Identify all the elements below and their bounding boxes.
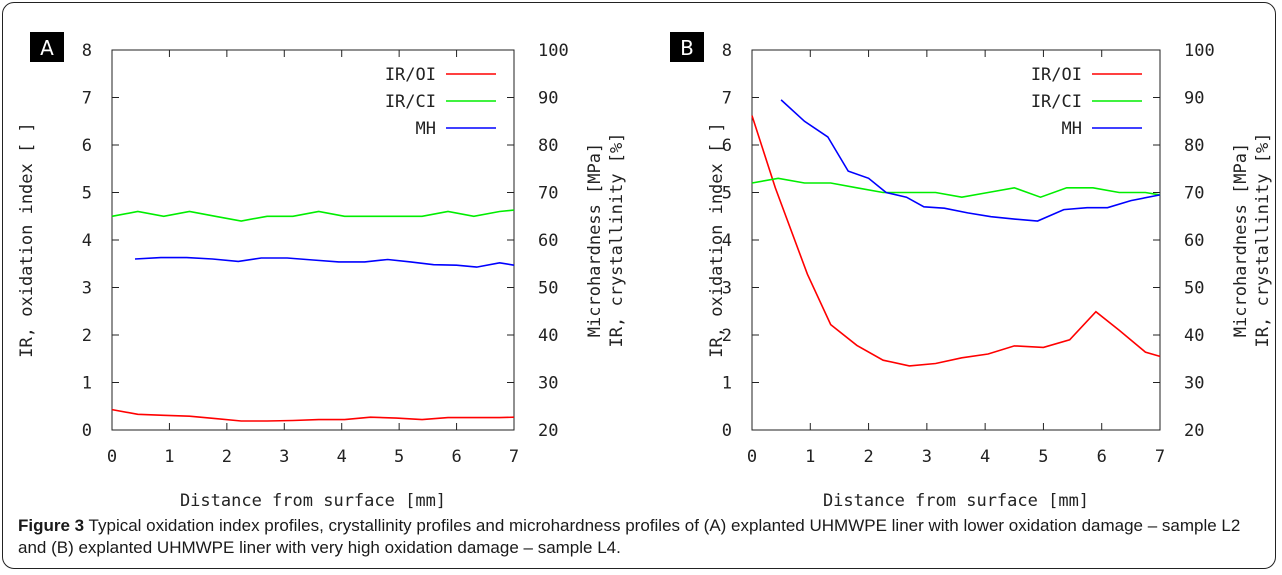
- x-tick-label: 3: [279, 447, 289, 467]
- y-tick-label: 2: [722, 326, 732, 346]
- series-line-ir-oi: [111, 408, 515, 422]
- series-line-ir-ci: [111, 209, 515, 222]
- x-tick-label: 1: [164, 447, 174, 467]
- series-line-mh: [134, 256, 515, 268]
- y2-tick-label: 80: [538, 136, 558, 156]
- x-tick-label: 3: [922, 447, 932, 467]
- legend-label: IR/OI: [1031, 65, 1082, 85]
- caption-text: Typical oxidation index profiles, crysta…: [18, 516, 1241, 557]
- y2-tick-label: 20: [538, 421, 558, 441]
- y2-tick-label: 60: [1184, 231, 1204, 251]
- x-tick-label: 0: [107, 447, 117, 467]
- x-tick-label: 7: [1155, 447, 1165, 467]
- chart-panel-a: A0 1 2 3 4 5 6 70123456782030405060708090100Dis…: [17, 32, 627, 511]
- y2-tick-label: 100: [538, 41, 569, 61]
- legend-label: MH: [1062, 119, 1082, 139]
- chart-panel-b: B0 1 2 3 4 5 6 70123456782030405060708090100Dis…: [670, 32, 1273, 511]
- y2-tick-label: 30: [538, 374, 558, 394]
- x-axis-label: Distance from surface [mm]: [823, 491, 1089, 511]
- y-axis-label: IR, oxidation index [ ]: [707, 122, 727, 357]
- y2-tick-label: 60: [538, 231, 558, 251]
- x-tick-label: 7: [509, 447, 519, 467]
- panel-letter-box: [30, 32, 64, 62]
- y-tick-label: 1: [82, 374, 92, 394]
- y2-tick-label: 50: [538, 279, 558, 299]
- plot-border: [111, 49, 515, 431]
- y2-tick-label: 30: [1184, 374, 1204, 394]
- plot-border: [751, 49, 1161, 431]
- y-tick-label: 0: [722, 421, 732, 441]
- series-line-mh: [780, 99, 1161, 222]
- y-tick-label: 8: [82, 41, 92, 61]
- y-tick-label: 7: [722, 89, 732, 109]
- series-line-ir-oi: [751, 115, 1161, 367]
- figure-caption: Figure 3 Typical oxidation index profile…: [18, 515, 1268, 559]
- x-tick-label: 5: [1038, 447, 1048, 467]
- y2-tick-label: 50: [1184, 279, 1204, 299]
- y-axis-label: IR, oxidation index [ ]: [17, 122, 37, 357]
- y2-axis-label: Microhardness [MPa]: [1231, 143, 1251, 337]
- y2-tick-label: 90: [538, 89, 558, 109]
- caption-label: Figure 3: [18, 516, 85, 535]
- y-tick-label: 3: [722, 279, 732, 299]
- y-tick-label: 0: [82, 421, 92, 441]
- y2-axis-label: IR, crystallinity [%]: [607, 133, 627, 348]
- panel-letter: A: [40, 36, 54, 60]
- x-tick-label: 2: [222, 447, 232, 467]
- y2-tick-label: 70: [1184, 184, 1204, 204]
- x-tick-label: 2: [863, 447, 873, 467]
- y-tick-label: 5: [82, 184, 92, 204]
- y2-tick-label: 70: [538, 184, 558, 204]
- legend-label: IR/OI: [385, 65, 436, 85]
- y-tick-label: 3: [82, 279, 92, 299]
- y-tick-label: 4: [722, 231, 732, 251]
- y-tick-label: 5: [722, 184, 732, 204]
- legend-label: IR/CI: [1031, 92, 1082, 112]
- y2-axis-label: IR, crystallinity [%]: [1253, 133, 1273, 348]
- y2-tick-label: 40: [1184, 326, 1204, 346]
- y-tick-label: 2: [82, 326, 92, 346]
- x-axis-label: Distance from surface [mm]: [180, 491, 446, 511]
- legend-label: IR/CI: [385, 92, 436, 112]
- y-tick-label: 1: [722, 374, 732, 394]
- x-tick-label: 1: [805, 447, 815, 467]
- y2-axis-label: Microhardness [MPa]: [585, 143, 605, 337]
- y2-tick-label: 40: [538, 326, 558, 346]
- x-tick-label: 4: [337, 447, 347, 467]
- x-tick-label: 0: [747, 447, 757, 467]
- y-tick-label: 4: [82, 231, 92, 251]
- panel-letter-box: [670, 32, 704, 62]
- y-tick-label: 6: [722, 136, 732, 156]
- y-tick-label: 8: [722, 41, 732, 61]
- figure-frame: [2, 2, 1276, 569]
- x-tick-label: 6: [1097, 447, 1107, 467]
- panel-letter: B: [680, 36, 694, 60]
- y2-tick-label: 20: [1184, 421, 1204, 441]
- y2-tick-label: 100: [1184, 41, 1215, 61]
- x-tick-label: 6: [451, 447, 461, 467]
- legend-label: MH: [416, 119, 436, 139]
- series-line-ir-ci: [751, 177, 1161, 199]
- x-tick-label: 5: [394, 447, 404, 467]
- y-tick-label: 7: [82, 89, 92, 109]
- y-tick-label: 6: [82, 136, 92, 156]
- x-tick-label: 4: [980, 447, 990, 467]
- y2-tick-label: 80: [1184, 136, 1204, 156]
- y2-tick-label: 90: [1184, 89, 1204, 109]
